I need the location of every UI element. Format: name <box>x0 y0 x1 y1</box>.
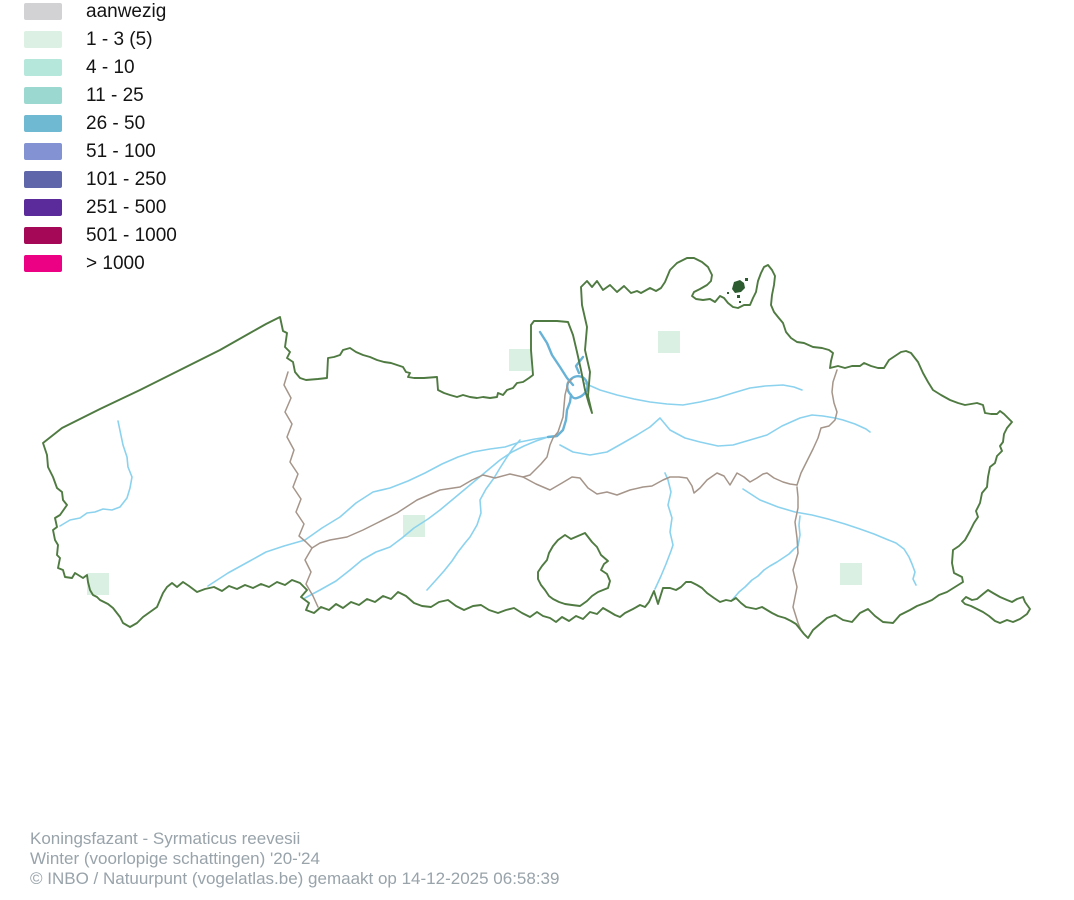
canal-moervaart <box>574 355 585 375</box>
region-outline <box>42 257 1031 639</box>
river-bovenschelde <box>304 436 549 599</box>
legend-swatch <box>24 143 62 160</box>
observation-cells <box>87 331 862 595</box>
legend-swatch <box>24 255 62 272</box>
river-schelde-nete <box>559 414 871 456</box>
river-leie <box>207 436 549 587</box>
legend-item: 101 - 250 <box>24 168 177 190</box>
species-title: Koningsfazant - Syrmaticus reevesii <box>30 829 301 848</box>
legend-label: 101 - 250 <box>86 168 167 190</box>
copyright-line: © INBO / Natuurpunt (vogelatlas.be) gema… <box>30 869 560 888</box>
observation-cell <box>509 349 531 371</box>
legend-swatch <box>24 227 62 244</box>
brussels-hole-boundary <box>537 532 611 607</box>
observation-cell <box>87 573 109 595</box>
canal-ghent <box>538 330 589 439</box>
rivers <box>59 382 917 600</box>
border-ghent-scheldt <box>522 378 573 478</box>
legend-item: 51 - 100 <box>24 140 177 162</box>
river-demer <box>742 488 917 586</box>
legend-item: > 1000 <box>24 252 177 274</box>
border-brabant-horizontal <box>311 472 798 549</box>
legend-swatch <box>24 199 62 216</box>
legend-item: 501 - 1000 <box>24 224 177 246</box>
enclave-dot <box>745 278 748 281</box>
legend-swatch <box>24 3 62 20</box>
province-borders <box>283 369 838 631</box>
legend-label: 11 - 25 <box>86 84 144 106</box>
flanders-outer-boundary <box>42 257 1013 639</box>
legend-label: 251 - 500 <box>86 196 167 218</box>
river-ijzer <box>59 420 133 527</box>
observation-cell <box>840 563 862 585</box>
border-brabant-limburg <box>792 486 802 631</box>
legend-label: 51 - 100 <box>86 140 156 162</box>
voeren-exclave-boundary <box>961 589 1031 624</box>
enclave-dot <box>727 292 729 294</box>
legend-item: 4 - 10 <box>24 56 177 78</box>
map-legend: aanwezig 1 - 3 (5) 4 - 10 11 - 25 26 - 5… <box>24 0 177 283</box>
river-rupel-nete <box>583 382 803 406</box>
legend-label: > 1000 <box>86 252 145 274</box>
legend-label: aanwezig <box>86 0 167 22</box>
canal-gent-terneuzen <box>538 330 575 387</box>
observation-cell <box>403 515 425 537</box>
legend-item: aanwezig <box>24 0 177 22</box>
legend-label: 1 - 3 (5) <box>86 28 153 50</box>
baarle-hertog-enclaves <box>727 278 748 303</box>
legend-item: 1 - 3 (5) <box>24 28 177 50</box>
legend-item: 251 - 500 <box>24 196 177 218</box>
legend-swatch <box>24 115 62 132</box>
legend-item: 11 - 25 <box>24 84 177 106</box>
legend-label: 4 - 10 <box>86 56 135 78</box>
legend-swatch <box>24 59 62 76</box>
map-caption: Koningsfazant - Syrmaticus reevesii Wint… <box>30 829 559 889</box>
enclave-dot <box>739 301 741 303</box>
season-subtitle: Winter (voorlopige schattingen) '20-'24 <box>30 849 320 868</box>
legend-label: 501 - 1000 <box>86 224 177 246</box>
river-dender <box>426 439 521 591</box>
border-antwerp-limburg <box>796 369 838 486</box>
legend-label: 26 - 50 <box>86 112 146 134</box>
enclave-dot <box>737 295 740 298</box>
canal-ringvaart <box>546 393 573 439</box>
observation-cell <box>658 331 680 353</box>
legend-swatch <box>24 171 62 188</box>
legend-swatch <box>24 87 62 104</box>
enclave-blob <box>732 280 745 293</box>
border-west-east-flanders <box>283 371 319 608</box>
river-zenne <box>654 472 674 590</box>
legend-item: 26 - 50 <box>24 112 177 134</box>
legend-swatch <box>24 31 62 48</box>
river-dijle <box>732 515 801 600</box>
